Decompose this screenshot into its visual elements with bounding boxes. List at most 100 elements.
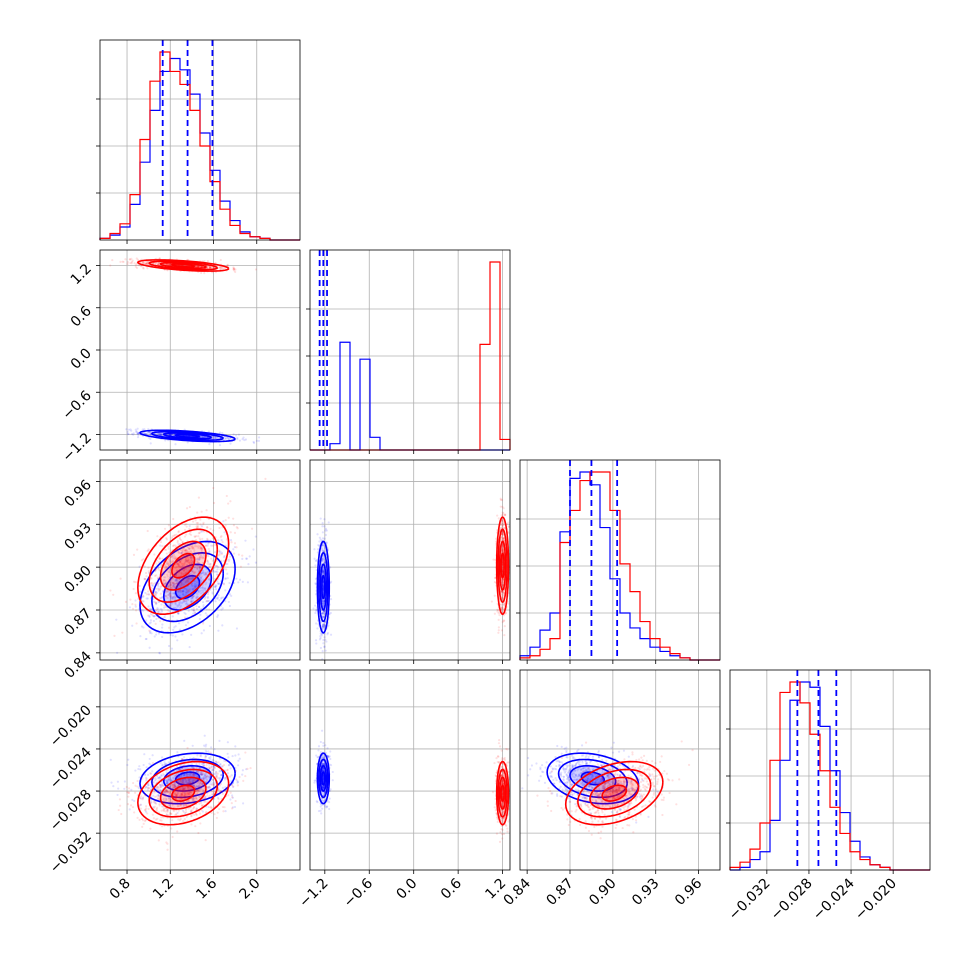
sample-point — [201, 557, 204, 560]
sample-point — [168, 610, 171, 613]
sample-point — [183, 611, 186, 614]
sample-point — [501, 581, 505, 584]
sample-point — [198, 605, 201, 608]
panel-content — [109, 257, 261, 447]
sample-point — [181, 809, 185, 812]
sample-point — [131, 259, 134, 262]
sample-point — [322, 616, 325, 619]
sample-point — [170, 779, 173, 782]
sample-point — [203, 734, 206, 737]
sample-point — [230, 594, 233, 598]
sample-point — [167, 564, 170, 567]
sample-point — [178, 565, 181, 568]
sample-point — [218, 549, 221, 552]
sample-point — [219, 258, 222, 262]
sample-point — [500, 590, 504, 593]
sample-point — [197, 553, 200, 556]
density-contour — [497, 528, 508, 604]
sample-point — [218, 599, 221, 602]
sample-point — [501, 590, 504, 594]
sample-point — [197, 605, 201, 609]
sample-point — [152, 614, 155, 618]
sample-point — [174, 555, 177, 559]
sample-point — [501, 513, 504, 517]
sample-point — [211, 758, 214, 761]
sample-point — [152, 619, 155, 623]
sample-point — [173, 598, 176, 601]
sample-point — [206, 614, 209, 617]
sample-point — [144, 571, 148, 575]
sample-point — [501, 505, 504, 508]
sample-point — [181, 547, 185, 551]
sample-point — [205, 600, 208, 603]
sample-point — [183, 587, 187, 590]
sample-point — [212, 569, 215, 573]
sample-point — [322, 623, 325, 626]
sample-point — [204, 573, 207, 576]
sample-point — [158, 432, 162, 435]
sample-point — [171, 634, 174, 637]
sample-point — [139, 605, 142, 608]
sample-point — [185, 551, 188, 554]
sample-point — [119, 577, 122, 580]
sample-point — [168, 568, 171, 571]
sample-point — [183, 594, 186, 598]
sample-point — [163, 567, 167, 570]
sample-point — [195, 581, 199, 584]
sample-point — [185, 780, 188, 783]
sample-point — [190, 600, 193, 603]
sample-point — [182, 804, 185, 808]
sample-point — [192, 520, 195, 523]
sample-point — [319, 538, 322, 541]
sample-point — [177, 564, 180, 567]
sample-point — [180, 582, 183, 585]
sample-point — [135, 257, 138, 260]
sample-point — [209, 527, 212, 530]
sample-point — [167, 761, 170, 764]
sample-point — [144, 578, 147, 581]
sample-point — [187, 588, 190, 591]
sample-point — [193, 584, 196, 587]
sample-point — [220, 608, 223, 611]
sample-point — [156, 581, 159, 584]
sample-point — [226, 436, 230, 439]
sample-point — [167, 779, 171, 782]
sample-point — [174, 606, 177, 610]
sample-point — [164, 583, 167, 586]
sample-point — [137, 434, 140, 437]
sample-point — [195, 785, 198, 788]
density-contour — [318, 552, 329, 623]
sample-point — [173, 774, 176, 777]
sample-point — [189, 556, 193, 559]
sample-point — [219, 431, 222, 434]
sample-point — [170, 564, 173, 567]
sample-point — [171, 581, 174, 584]
sample-point — [219, 763, 222, 766]
sample-point — [116, 780, 120, 783]
sample-point — [192, 545, 195, 548]
sample-point — [212, 769, 215, 772]
sample-point — [158, 651, 161, 654]
sample-point — [244, 438, 248, 441]
sample-point — [154, 602, 158, 606]
sample-point — [197, 788, 200, 791]
sample-point — [178, 536, 181, 539]
sample-point — [176, 612, 180, 615]
sample-point — [132, 587, 135, 591]
sample-point — [217, 590, 220, 593]
sample-point — [322, 585, 325, 588]
sample-point — [501, 583, 504, 586]
sample-point — [214, 585, 217, 589]
sample-point — [173, 781, 176, 784]
sample-point — [129, 598, 132, 601]
sample-point — [145, 593, 149, 596]
sample-point — [238, 439, 242, 442]
sample-point — [166, 569, 169, 572]
sample-point — [157, 263, 160, 266]
sample-point — [184, 549, 187, 552]
sample-point — [213, 765, 216, 769]
sample-point — [155, 587, 158, 591]
sample-point — [326, 633, 329, 636]
sample-point — [173, 778, 176, 781]
sample-point — [178, 560, 182, 564]
